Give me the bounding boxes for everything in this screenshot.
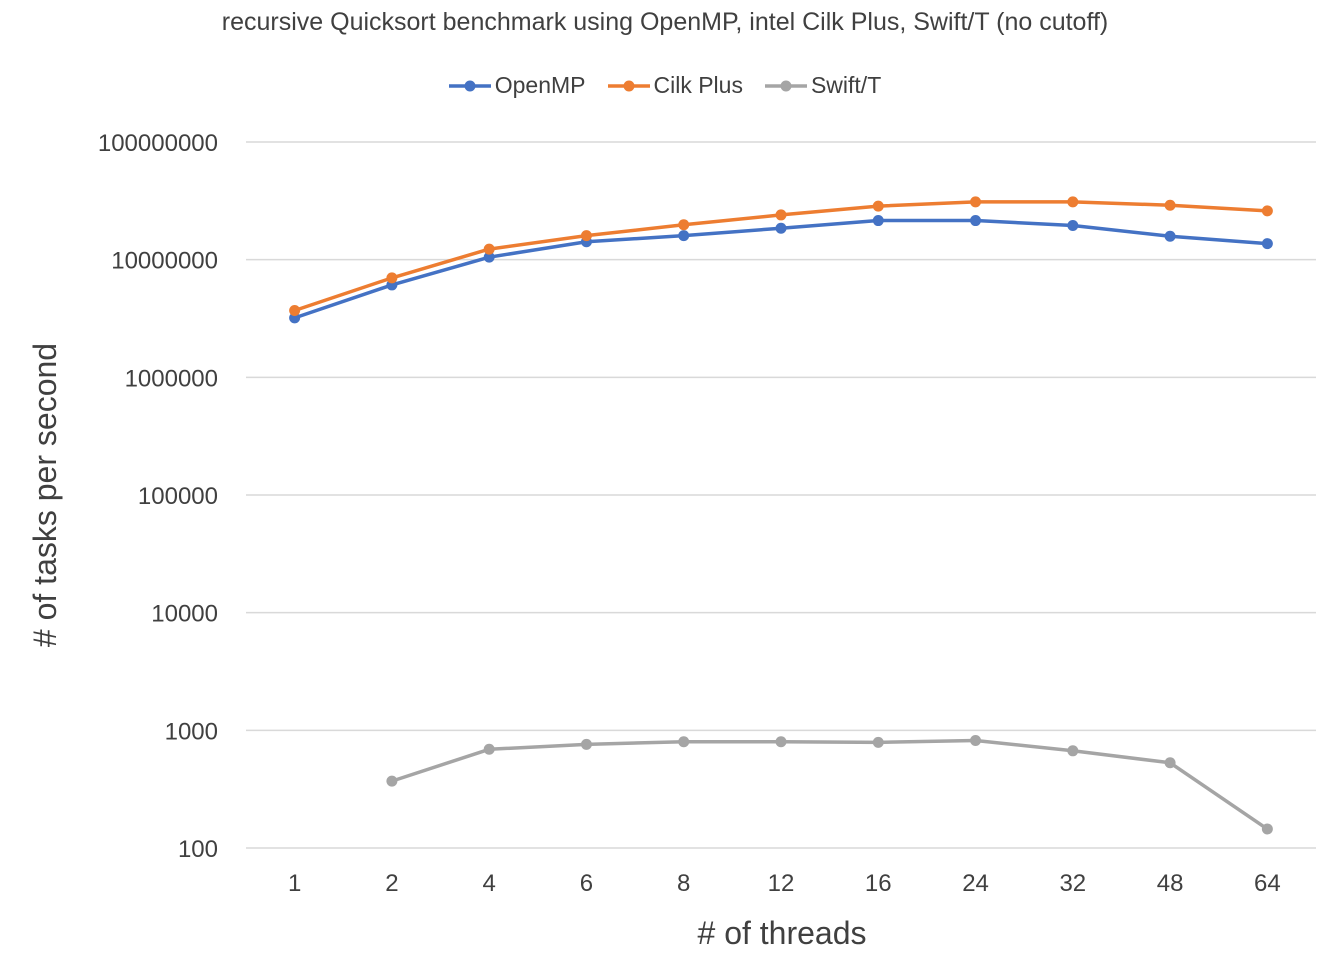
data-point — [678, 230, 690, 242]
data-point — [1261, 823, 1273, 835]
series-swift-t — [386, 734, 1273, 835]
legend-swatch — [448, 80, 491, 91]
data-point — [386, 775, 398, 787]
y-tick-label: 100000000 — [98, 130, 218, 157]
data-point — [1164, 199, 1176, 211]
series-cilk-plus — [289, 196, 1273, 316]
legend-label: Cilk Plus — [653, 72, 743, 98]
legend-item: Swift/T — [764, 72, 882, 99]
x-tick-label: 4 — [483, 870, 496, 897]
data-point — [1164, 757, 1176, 769]
legend-item: Cilk Plus — [607, 72, 743, 99]
data-point — [775, 736, 787, 748]
legend-swatch — [764, 80, 807, 91]
data-point — [1164, 230, 1176, 242]
legend-label: OpenMP — [494, 72, 586, 98]
data-point — [1067, 220, 1079, 232]
x-tick-label: 1 — [288, 870, 301, 897]
data-point — [580, 738, 592, 750]
x-tick-label: 64 — [1254, 870, 1281, 897]
data-point — [580, 230, 592, 242]
data-point — [1261, 205, 1273, 217]
y-tick-label: 1000000 — [125, 365, 218, 392]
data-point — [872, 215, 884, 227]
series-line — [292, 218, 1270, 320]
y-tick-label: 10000 — [151, 601, 218, 628]
x-tick-label: 24 — [962, 870, 989, 897]
data-point — [386, 272, 398, 284]
series-lines — [289, 196, 1273, 835]
data-point — [1261, 238, 1273, 250]
series-openmp — [289, 215, 1273, 324]
legend-label: Swift/T — [810, 72, 882, 98]
x-tick-label: 32 — [1059, 870, 1086, 897]
data-point — [483, 251, 495, 263]
y-tick-label: 100 — [178, 836, 218, 863]
data-point — [678, 219, 690, 231]
x-tick-labels: 1 2 4 6 8 12 16 24 32 48 64 — [288, 870, 1281, 897]
y-tick-label: 1000 — [165, 718, 218, 745]
data-point — [1067, 745, 1079, 757]
y-tick-label: 10000000 — [111, 248, 218, 275]
data-point — [289, 304, 301, 316]
legend: OpenMP Cilk Plus Swift/T — [0, 72, 1330, 99]
x-tick-label: 16 — [865, 870, 892, 897]
y-tick-labels: 100 1000 10000 100000 1000000 10000000 1000000… — [98, 130, 218, 863]
data-point — [775, 222, 787, 234]
x-tick-label: 2 — [385, 870, 398, 897]
legend-item: OpenMP — [448, 72, 586, 99]
x-axis-title: # of threads — [698, 915, 867, 951]
data-point — [970, 196, 982, 208]
x-tick-label: 12 — [768, 870, 795, 897]
y-tick-label: 100000 — [138, 483, 218, 510]
x-tick-label: 6 — [580, 870, 593, 897]
data-point — [678, 736, 690, 748]
data-point — [483, 743, 495, 755]
chart-title: recursive Quicksort benchmark using Open… — [221, 8, 1109, 36]
series-line — [390, 738, 1270, 831]
y-axis-title: # of tasks per second — [27, 343, 63, 647]
data-point — [483, 243, 495, 255]
x-tick-label: 8 — [677, 870, 690, 897]
data-point — [872, 736, 884, 748]
legend-swatch — [607, 80, 650, 91]
data-point — [970, 734, 982, 746]
data-point — [970, 215, 982, 227]
gridlines — [246, 141, 1316, 849]
x-tick-label: 48 — [1157, 870, 1184, 897]
data-point — [775, 209, 787, 221]
data-point — [872, 200, 884, 212]
data-point — [1067, 196, 1079, 208]
